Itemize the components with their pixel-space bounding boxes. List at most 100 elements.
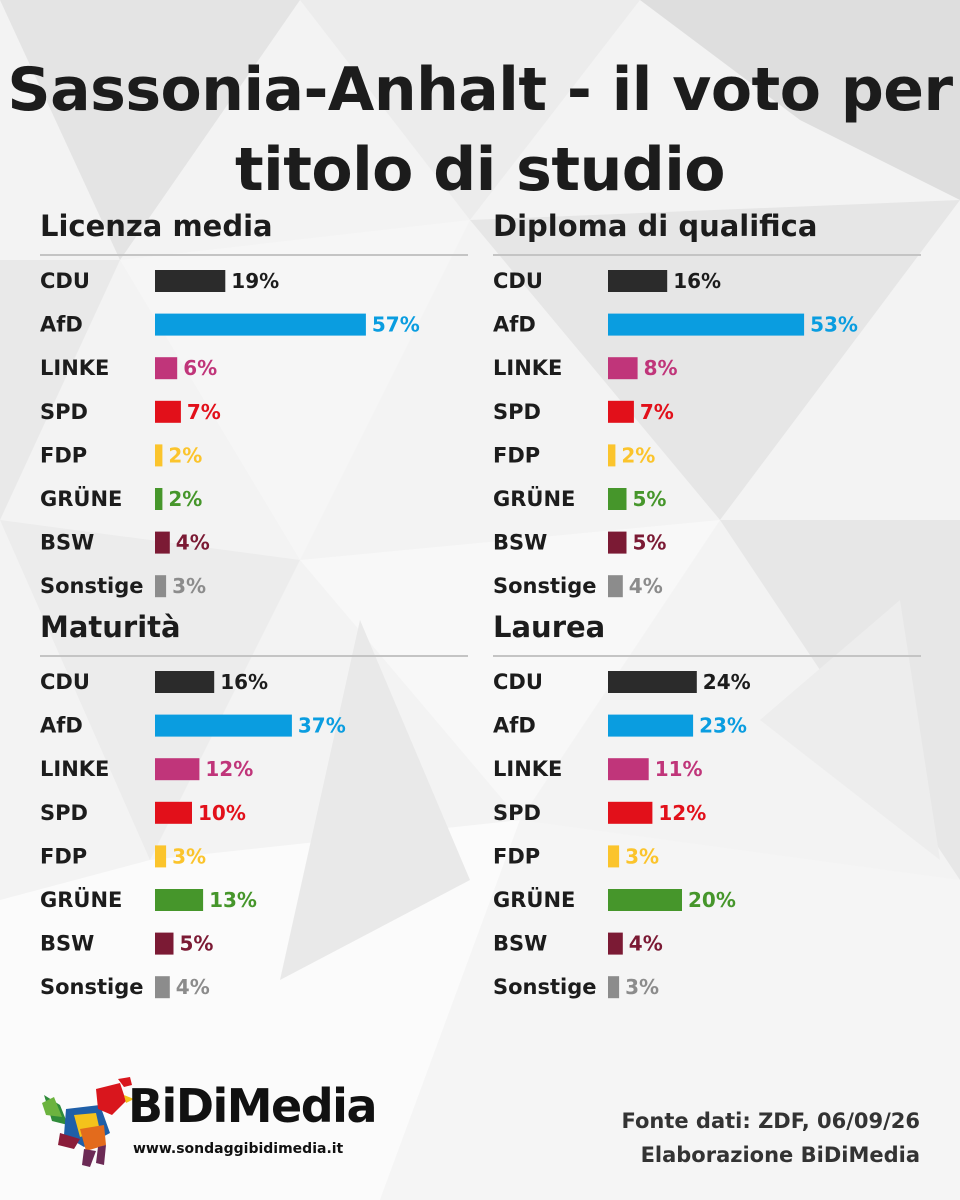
bar-fdp [608, 845, 620, 868]
bar-sonstige [155, 575, 167, 598]
bar-grune [608, 488, 627, 510]
party-label-linke: LINKE [40, 356, 109, 380]
party-label-spd: SPD [40, 400, 88, 424]
value-label-bsw: 4% [176, 531, 210, 555]
bar-sonstige [608, 575, 623, 598]
party-label-sonstige: Sonstige [493, 574, 597, 598]
bar-grune [608, 889, 682, 911]
party-label-spd: SPD [493, 400, 541, 424]
bar-chart-maturita: CDU 16% AfD 37% LINKE 12% SPD 10% FDP 3% GRÜNE 13% B… [40, 670, 346, 999]
value-label-spd: 10% [198, 801, 246, 825]
bar-spd [608, 801, 653, 824]
party-label-bsw: BSW [40, 531, 94, 555]
bidimedia-logo: BiDiMedia www.sondaggibidimedia.it [40, 1075, 400, 1170]
value-label-fdp: 2% [168, 443, 202, 467]
bar-linke [155, 758, 200, 781]
bar-sonstige [608, 976, 620, 999]
value-label-cdu: 16% [673, 269, 721, 293]
panel-title: Licenza media [40, 209, 273, 243]
value-label-grune: 20% [688, 888, 736, 912]
bar-fdp [155, 444, 163, 467]
bar-cdu [608, 270, 668, 292]
value-label-grune: 13% [209, 888, 257, 912]
bar-afd [608, 313, 805, 336]
value-label-linke: 12% [205, 757, 253, 781]
panel-title: Maturità [40, 610, 181, 644]
value-label-linke: 6% [183, 356, 217, 380]
bar-sonstige [155, 976, 170, 999]
bar-spd [155, 801, 192, 824]
party-label-grune: GRÜNE [40, 486, 122, 511]
value-label-grune: 2% [168, 487, 202, 511]
bar-bsw [155, 932, 174, 955]
panel-divider [40, 254, 468, 256]
value-label-linke: 11% [655, 757, 703, 781]
source-credits: Fonte dati: ZDF, 06/09/26 Elaborazione B… [621, 1104, 920, 1172]
party-label-cdu: CDU [40, 269, 90, 293]
party-label-grune: GRÜNE [40, 887, 122, 912]
party-label-fdp: FDP [493, 443, 540, 467]
bar-bsw [608, 932, 623, 955]
credit-line: Elaborazione BiDiMedia [640, 1143, 920, 1167]
party-label-fdp: FDP [40, 844, 87, 868]
bar-linke [608, 357, 638, 380]
value-label-afd: 53% [810, 313, 858, 337]
party-label-sonstige: Sonstige [40, 574, 144, 598]
party-label-cdu: CDU [493, 269, 543, 293]
rooster-icon [42, 1077, 134, 1167]
value-label-cdu: 24% [703, 670, 751, 694]
party-label-afd: AfD [40, 313, 83, 337]
party-label-cdu: CDU [40, 670, 90, 694]
bar-chart-diploma-di-qualifica: CDU 16% AfD 53% LINKE 8% SPD 7% FDP 2% GRÜNE 5% BSW 5… [493, 269, 858, 598]
party-label-bsw: BSW [40, 932, 94, 956]
value-label-fdp: 2% [621, 443, 655, 467]
brand-name: BiDiMedia [128, 1079, 378, 1133]
value-label-bsw: 5% [180, 932, 214, 956]
party-label-linke: LINKE [493, 356, 562, 380]
bar-afd [155, 714, 292, 737]
bar-grune [155, 889, 204, 911]
panel-divider [493, 254, 921, 256]
party-label-afd: AfD [40, 714, 83, 738]
value-label-bsw: 5% [633, 531, 667, 555]
panel-divider [493, 655, 921, 657]
panel-diploma-di-qualifica: Diploma di qualifica CDU 16% AfD 53% LINKE 8%… [493, 206, 921, 606]
value-label-spd: 12% [658, 801, 706, 825]
value-label-sonstige: 4% [176, 975, 210, 999]
website-link[interactable]: www.sondaggibidimedia.it [133, 1141, 344, 1157]
value-label-spd: 7% [640, 400, 674, 424]
value-label-grune: 5% [633, 487, 667, 511]
bar-linke [608, 758, 649, 781]
party-label-grune: GRÜNE [493, 486, 575, 511]
bar-spd [155, 400, 181, 423]
party-label-linke: LINKE [40, 757, 109, 781]
value-label-afd: 23% [699, 714, 747, 738]
bar-fdp [608, 444, 616, 467]
value-label-sonstige: 3% [172, 574, 206, 598]
bar-grune [155, 488, 163, 510]
bar-linke [155, 357, 178, 380]
panel-laurea: Laurea CDU 24% AfD 23% LINKE 11% SPD 12% FDP 3% GR… [493, 607, 921, 1007]
value-label-fdp: 3% [172, 844, 206, 868]
value-label-sonstige: 4% [629, 574, 663, 598]
panel-maturita: Maturità CDU 16% AfD 37% LINKE 12% SPD 10% FDP 3%… [40, 607, 468, 1007]
value-label-afd: 57% [372, 313, 420, 337]
bar-chart-licenza-media: CDU 19% AfD 57% LINKE 6% SPD 7% FDP 2% GRÜNE 2% BSW 4… [40, 269, 420, 598]
value-label-spd: 7% [187, 400, 221, 424]
party-label-sonstige: Sonstige [493, 975, 597, 999]
value-label-sonstige: 3% [625, 975, 659, 999]
party-label-linke: LINKE [493, 757, 562, 781]
bar-bsw [608, 531, 627, 554]
bar-afd [155, 313, 366, 336]
bar-spd [608, 400, 634, 423]
value-label-linke: 8% [644, 356, 678, 380]
panel-title: Diploma di qualifica [493, 209, 818, 243]
party-label-grune: GRÜNE [493, 887, 575, 912]
bar-cdu [155, 671, 215, 693]
bar-afd [608, 714, 694, 737]
value-label-cdu: 16% [220, 670, 268, 694]
bar-fdp [155, 845, 167, 868]
party-label-sonstige: Sonstige [40, 975, 144, 999]
value-label-afd: 37% [298, 714, 346, 738]
